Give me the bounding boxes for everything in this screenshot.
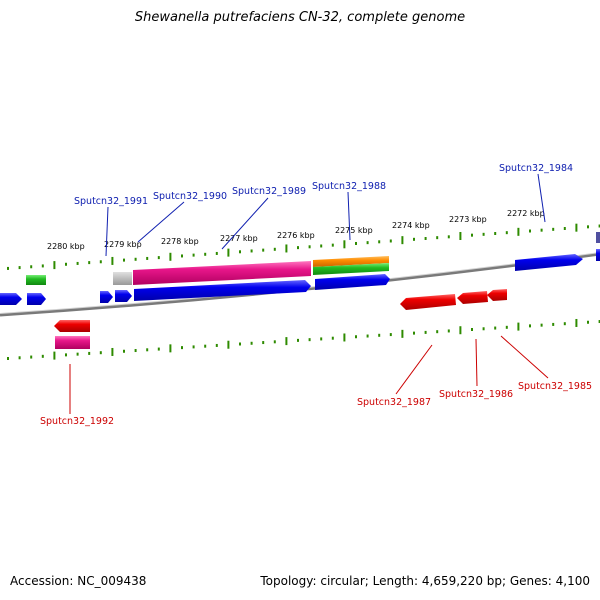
gene-label-reverse[interactable]: Sputcn32_1985 [518, 381, 592, 392]
gene-arrow[interactable] [100, 291, 113, 303]
gene-label-reverse[interactable]: Sputcn32_1987 [357, 397, 431, 408]
ruler-label: 2272 kbp [507, 209, 545, 218]
gene-leader-line [221, 197, 269, 250]
gene-arrow[interactable] [596, 249, 600, 261]
ruler-label: 2278 kbp [161, 237, 199, 246]
reverse-gene-labels: Sputcn32_1992 Sputcn32_1987 Sputcn32_1986 S… [40, 335, 592, 427]
gene-box-green[interactable] [26, 275, 46, 285]
ruler-label: 2276 kbp [277, 231, 315, 240]
gene-label-reverse[interactable]: Sputcn32_1986 [439, 389, 513, 400]
genome-summary-text: Topology: circular; Length: 4,659,220 bp… [260, 574, 590, 588]
gene-box-pink[interactable] [55, 336, 90, 349]
ruler-label: 2273 kbp [449, 215, 487, 224]
gene-leader-line [537, 173, 546, 223]
gene-arrow[interactable] [27, 293, 46, 305]
gene-leader-line [347, 191, 351, 241]
gene-box-orange[interactable] [313, 256, 389, 267]
gene-arrow-1989[interactable] [134, 280, 311, 301]
gene-arrow-1986[interactable] [457, 291, 488, 304]
gene-arrow-1992[interactable] [54, 320, 90, 332]
gene-arrow-1988[interactable] [315, 274, 390, 290]
upper-ruler [7, 223, 600, 270]
gene-arrow-1984[interactable] [515, 254, 583, 271]
forward-gene-labels: Sputcn32_1991 Sputcn32_1990 Sputcn32_1989 S… [74, 163, 573, 257]
gene-arrow[interactable] [0, 293, 22, 305]
ruler-label: 2274 kbp [392, 221, 430, 230]
gene-box-pink[interactable] [133, 261, 311, 285]
gene-arrow-1987[interactable] [400, 294, 456, 310]
gene-label-forward[interactable]: Sputcn32_1988 [312, 181, 386, 192]
gene-leader-line [395, 344, 433, 395]
ruler-label: 2279 kbp [104, 240, 142, 249]
gene-box-grey[interactable] [113, 272, 132, 285]
gene-leader-line [475, 338, 478, 387]
forward-genes [0, 232, 600, 305]
map-title: Shewanella putrefaciens CN-32, complete … [134, 10, 466, 25]
ruler-label: 2280 kbp [47, 242, 85, 251]
gene-label-reverse[interactable]: Sputcn32_1992 [40, 416, 114, 427]
gene-arrow-1985[interactable] [487, 289, 507, 301]
gene-leader-line [105, 206, 109, 257]
gene-label-forward[interactable]: Sputcn32_1991 [74, 196, 148, 207]
gene-arrow[interactable] [115, 290, 132, 302]
gene-label-forward[interactable]: Sputcn32_1989 [232, 186, 306, 197]
gene-label-forward[interactable]: Sputcn32_1984 [499, 163, 573, 174]
reverse-genes [54, 289, 507, 349]
ruler-labels: 2280 kbp 2279 kbp 2278 kbp 2277 kbp 2276 kbp… [47, 209, 545, 251]
lower-ruler [7, 318, 600, 360]
ruler-label: 2275 kbp [335, 226, 373, 235]
gene-leader-line [137, 201, 185, 243]
gene-box-green[interactable] [313, 263, 389, 275]
gene-leader-line [500, 335, 549, 379]
accession-text: Accession: NC_009438 [10, 574, 147, 588]
ruler-label: 2277 kbp [220, 234, 258, 243]
gene-label-forward[interactable]: Sputcn32_1990 [153, 191, 227, 202]
gene-box-purple[interactable] [596, 232, 600, 243]
